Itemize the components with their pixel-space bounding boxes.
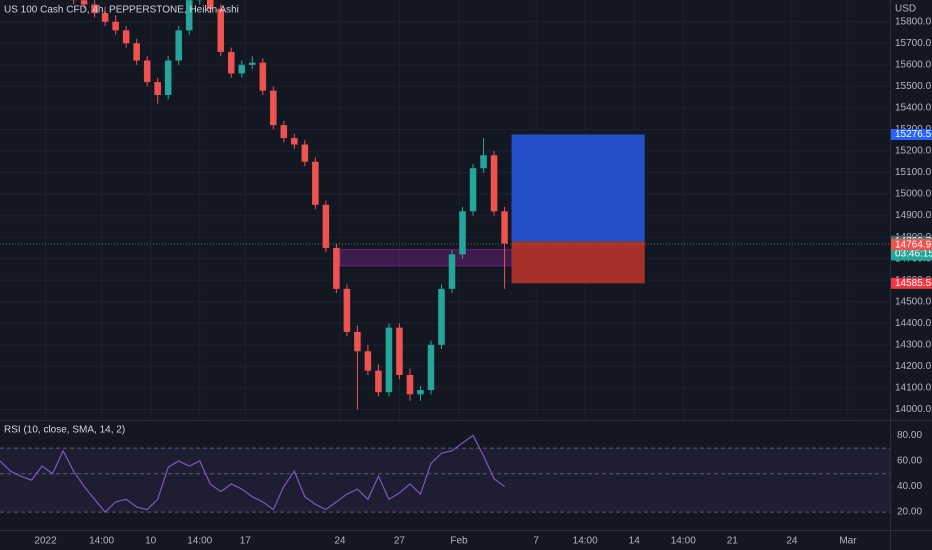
- y-tick-label: 15600.0: [895, 59, 932, 70]
- candle-body: [164, 60, 172, 95]
- candle-body: [438, 288, 445, 345]
- x-tick-label: Feb: [450, 536, 468, 547]
- x-tick-label: 24: [334, 536, 346, 547]
- candle-body: [480, 155, 487, 169]
- candle-body: [185, 0, 193, 31]
- y-tick-label: 80.00: [897, 430, 922, 441]
- candle-body: [133, 43, 140, 61]
- y-tick-label: 20.00: [897, 507, 922, 518]
- candle-body: [206, 0, 214, 9]
- rsi-pane: [0, 434, 890, 513]
- candle-body: [101, 13, 109, 22]
- x-tick-label: 14:00: [89, 536, 114, 547]
- loss-box: [511, 241, 645, 284]
- candle-body: [112, 21, 119, 31]
- y-tick-label: 14300.0: [895, 339, 932, 350]
- candle-body: [80, 0, 88, 5]
- y-tick-label: 14100.0: [895, 383, 932, 394]
- candle-body: [406, 374, 414, 395]
- price-countdown: 03:46:15: [895, 249, 932, 260]
- candle-body: [122, 30, 130, 44]
- candle-body: [228, 51, 235, 74]
- candle-body: [427, 344, 435, 391]
- x-tick-label: 14:00: [671, 536, 696, 547]
- x-tick-label: 10: [145, 536, 157, 547]
- y-tick-label: 15500.0: [895, 81, 932, 92]
- candle-body: [154, 82, 161, 95]
- y-tick-label: 15100.0: [895, 167, 932, 178]
- x-tick-label: 2022: [34, 536, 57, 547]
- candle-body: [270, 90, 277, 126]
- candle-body: [259, 62, 267, 91]
- price-tag-label: 14585.5: [895, 278, 932, 289]
- y-tick-label: 15800.0: [895, 16, 932, 27]
- rsi-band: [0, 448, 890, 513]
- price-tag-label: 14764.9: [895, 239, 932, 250]
- x-tick-label: 14: [629, 536, 641, 547]
- candle-body: [143, 60, 151, 83]
- y-tick-label: 15700.0: [895, 38, 932, 49]
- candle-body: [175, 30, 182, 61]
- x-tick-label: 27: [394, 536, 406, 547]
- x-tick-label: 17: [240, 536, 252, 547]
- price-tag: [891, 239, 932, 251]
- y-tick-label: 14200.0: [895, 361, 932, 372]
- x-tick-label: 21: [727, 536, 739, 547]
- y-tick-label: 14900.0: [895, 210, 932, 221]
- chart-title: US 100 Cash CFD, 4h, PEPPERSTONE, Heikin…: [4, 5, 239, 16]
- candle-body: [301, 144, 309, 162]
- x-tick-label: 14:00: [573, 536, 598, 547]
- y-tick-label: 60.00: [897, 456, 922, 467]
- candle-body: [490, 155, 498, 212]
- candle-body: [322, 204, 330, 248]
- x-tick-label: 24: [786, 536, 798, 547]
- candle-body: [238, 64, 246, 74]
- rsi-line: [0, 434, 505, 513]
- candle-body: [448, 254, 456, 289]
- candle-body: [217, 8, 225, 52]
- candle-body: [469, 168, 477, 212]
- y-tick-label: 15200.0: [895, 146, 932, 157]
- candle-body: [396, 327, 403, 375]
- candle-body: [333, 247, 340, 289]
- y-tick-label: 14500.0: [895, 296, 932, 307]
- price-pane: [0, 0, 890, 420]
- candle-body: [312, 161, 319, 205]
- x-tick-label: 7: [533, 536, 539, 547]
- price-tag-label: 15276.5: [895, 129, 932, 140]
- rsi-title: RSI (10, close, SMA, 14, 2): [4, 425, 125, 436]
- candle-body: [354, 331, 361, 352]
- x-tick-label: 14:00: [187, 536, 212, 547]
- y-tick-label: 15000.0: [895, 189, 932, 200]
- candle-body: [291, 138, 298, 145]
- zone: [339, 249, 541, 267]
- candle-body: [280, 125, 288, 139]
- candle-body: [385, 327, 393, 393]
- price-tag: [891, 129, 932, 141]
- y-tick-label: 40.00: [897, 481, 922, 492]
- y-tick-label: 15400.0: [895, 103, 932, 114]
- candle-body: [459, 211, 466, 255]
- y-axis-label: USD: [895, 4, 916, 15]
- y-tick-label: 14400.0: [895, 318, 932, 329]
- candle-body: [364, 351, 372, 371]
- x-tick-label: Mar: [839, 536, 857, 547]
- profit-box: [511, 134, 645, 242]
- y-tick-label: 14000.0: [895, 404, 932, 415]
- candle-body: [343, 288, 351, 332]
- candle-body: [501, 211, 508, 244]
- candle-body: [249, 62, 256, 65]
- candle-body: [417, 390, 424, 395]
- candle-body: [375, 370, 382, 393]
- price-tag: [891, 277, 932, 289]
- candle-body: [91, 4, 98, 14]
